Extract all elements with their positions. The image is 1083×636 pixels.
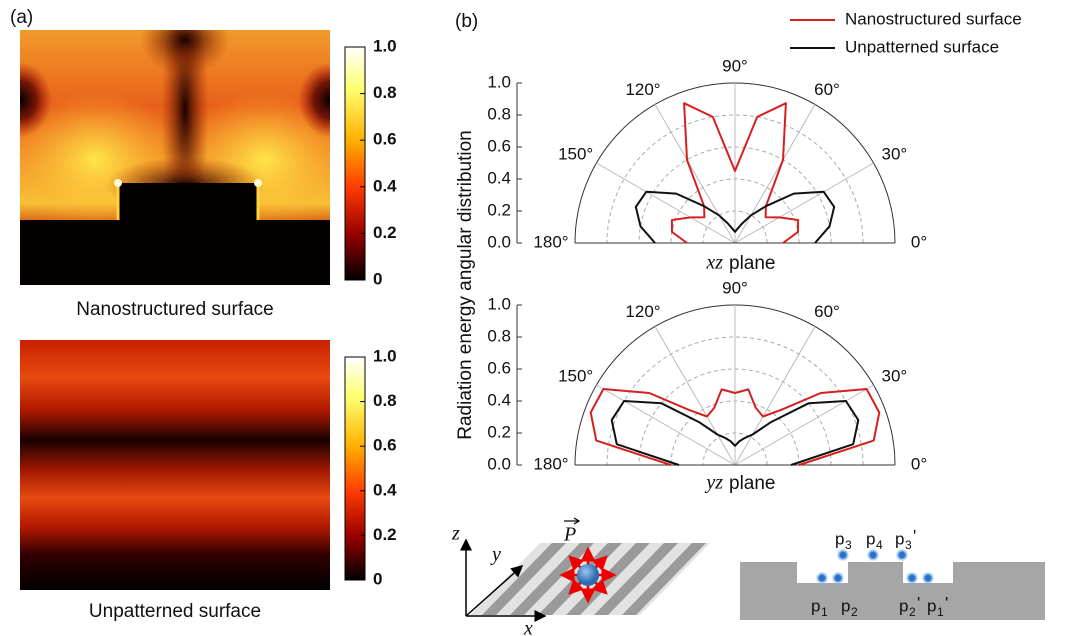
spoke (735, 163, 874, 243)
y-tick-label: 0.8 (487, 104, 511, 123)
caption: Nanostructured surface (76, 299, 274, 320)
theta-tick-label: 60° (814, 80, 840, 99)
colorbar-tick-label: 0 (373, 269, 382, 288)
y-tick-label: 0.0 (487, 232, 511, 251)
legend-label: Nanostructured surface (845, 9, 1022, 28)
heatmap-image (0, 0, 362, 285)
x-label-var: yz (704, 472, 723, 494)
colorbar (345, 47, 365, 280)
colorbar (345, 357, 365, 580)
colorbar-tick-label: 0.6 (373, 130, 397, 149)
theta-tick-label: 90° (722, 56, 748, 75)
axis-label: x (523, 618, 533, 636)
spoke (735, 385, 874, 465)
y-tick-label: 1.0 (487, 72, 511, 91)
x-label: plane (729, 253, 776, 274)
x-label-var: xz (705, 252, 723, 274)
figure: (a) (b) z y x P Nanostructured surface 0 0… (0, 0, 1083, 636)
colorbar-tick-label: 1.0 (373, 36, 397, 55)
point-label-sub: 3 (905, 538, 912, 552)
point-label: p (866, 529, 875, 548)
point-label: p (841, 596, 850, 615)
y-tick-label: 0.6 (487, 358, 511, 377)
panel-label: (b) (455, 11, 478, 32)
point-label-sub: 3 (845, 538, 852, 552)
spoke (655, 104, 735, 243)
surface-profile (740, 562, 1045, 620)
panel-label: (a) (10, 7, 33, 28)
y-tick-label: 0.2 (487, 422, 511, 441)
theta-tick-label: 30° (881, 144, 907, 163)
y-tick-label: 0.4 (487, 168, 511, 187)
theta-tick-label: 0° (911, 232, 927, 251)
colorbar-tick-label: 0.6 (373, 436, 397, 455)
y-tick-label: 0.2 (487, 200, 511, 219)
spoke (596, 385, 735, 465)
theta-tick-label: 180° (533, 454, 568, 473)
colorbar-tick-label: 0.2 (373, 223, 397, 242)
y-tick-label: 0.6 (487, 136, 511, 155)
dipole-label: P (563, 524, 576, 546)
point-label-prime: ' (913, 526, 916, 545)
point-label-prime: ' (945, 593, 948, 612)
theta-tick-label: 150° (558, 366, 593, 385)
theta-tick-label: 30° (881, 366, 907, 385)
theta-tick-label: 150° (558, 144, 593, 163)
spoke (735, 104, 815, 243)
axis-label: z (451, 523, 460, 545)
spoke (735, 326, 815, 465)
spoke (655, 326, 735, 465)
point-label: p (899, 596, 908, 615)
colorbar-tick-label: 0.4 (373, 480, 397, 499)
theta-tick-label: 0° (911, 454, 927, 473)
theta-tick-label: 60° (814, 302, 840, 321)
y-tick-label: 0.0 (487, 454, 511, 473)
theta-tick-label: 120° (625, 80, 660, 99)
point-label: p (895, 529, 904, 548)
colorbar-tick-label: 1.0 (373, 346, 397, 365)
axis-label: y (490, 544, 501, 566)
colorbar-tick-label: 0.8 (373, 83, 397, 102)
theta-tick-label: 180° (533, 232, 568, 251)
theta-tick-label: 120° (625, 302, 660, 321)
y-tick-label: 1.0 (487, 294, 511, 313)
colorbar-tick-label: 0 (373, 569, 382, 588)
point-label-prime: ' (917, 593, 920, 612)
point-label-sub: 4 (876, 538, 883, 552)
y-tick-label: 0.4 (487, 390, 511, 409)
y-tick-label: 0.8 (487, 326, 511, 345)
colorbar-tick-label: 0.2 (373, 525, 397, 544)
point-label: p (811, 596, 820, 615)
point-label-sub: 2 (851, 605, 858, 619)
spoke (596, 163, 735, 243)
point-label: p (835, 529, 844, 548)
x-label: plane (729, 473, 776, 494)
colorbar-tick-label: 0.4 (373, 176, 397, 195)
colorbar-tick-label: 0.8 (373, 391, 397, 410)
point-label-sub: 1 (937, 605, 944, 619)
legend-label: Unpatterned surface (845, 37, 999, 56)
point-label-sub: 2 (909, 605, 916, 619)
point-label-sub: 1 (821, 605, 828, 619)
heatmap-image (20, 340, 330, 590)
point-label: p (927, 596, 936, 615)
caption: Unpatterned surface (89, 601, 261, 622)
y-label: Radiation energy angular distribution (455, 130, 476, 439)
theta-tick-label: 90° (722, 278, 748, 297)
